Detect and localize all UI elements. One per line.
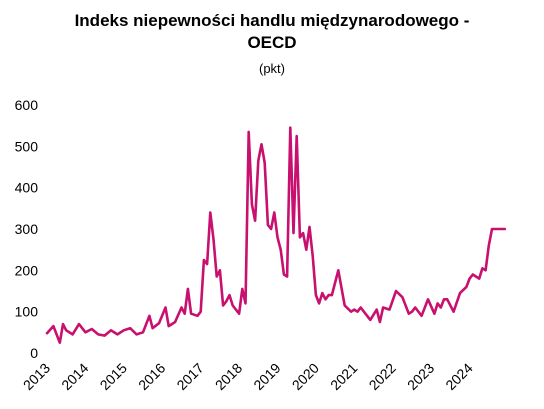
x-tick-label: 2014 xyxy=(58,360,91,393)
x-tick-label: 2018 xyxy=(212,360,245,393)
x-tick-label: 2022 xyxy=(366,360,399,393)
y-tick-label: 600 xyxy=(15,97,39,113)
series-line xyxy=(45,126,507,345)
chart-title-line-1: Indeks niepewności handlu międzynarodowe… xyxy=(74,11,470,30)
chart-title: Indeks niepewności handlu międzynarodowe… xyxy=(0,10,544,54)
y-tick-label: 200 xyxy=(15,262,39,278)
x-tick-label: 2015 xyxy=(97,360,130,393)
x-tick-label: 2019 xyxy=(250,360,283,393)
x-tick-label: 2013 xyxy=(20,360,53,393)
x-tick-label: 2017 xyxy=(173,360,206,393)
x-tick-label: 2023 xyxy=(404,360,437,393)
y-tick-label: 500 xyxy=(15,138,39,154)
x-tick-label: 2016 xyxy=(135,360,168,393)
chart-title-line-2: OECD xyxy=(247,33,297,52)
y-tick-label: 300 xyxy=(15,221,39,237)
y-tick-label: 100 xyxy=(15,304,39,320)
y-tick-label: 0 xyxy=(30,345,38,361)
chart-subtitle: (pkt) xyxy=(259,61,285,76)
x-tick-label: 2020 xyxy=(289,360,322,393)
y-tick-label: 400 xyxy=(15,180,39,196)
x-tick-label: 2024 xyxy=(442,360,475,393)
x-tick-label: 2021 xyxy=(327,360,360,393)
